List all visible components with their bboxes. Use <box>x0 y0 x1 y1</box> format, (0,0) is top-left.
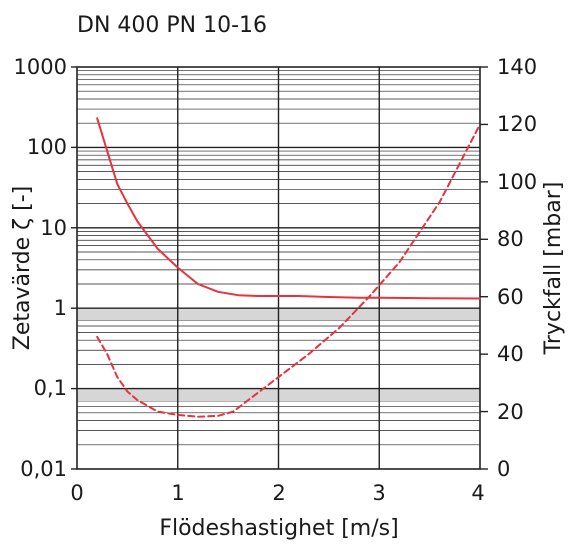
x-tick-label: 2 <box>272 481 285 505</box>
pressure-drop-curve <box>96 123 481 418</box>
y-left-tick-label: 1 <box>54 296 67 320</box>
y-right-tick-label: 0 <box>497 457 510 481</box>
x-tick-label: 1 <box>171 481 184 505</box>
y-left-tick-label: 100 <box>27 135 67 159</box>
x-tick-label: 4 <box>471 481 484 505</box>
y-left-tick-label: 10 <box>40 216 67 240</box>
y-right-tick-label: 100 <box>497 170 537 194</box>
y-left-tick-label: 0,1 <box>34 376 67 400</box>
y-right-tick-label: 120 <box>497 112 537 136</box>
y-right-tick-label: 60 <box>497 285 524 309</box>
y-left-tick-label: 1000 <box>14 55 67 79</box>
x-tick-label: 3 <box>372 481 385 505</box>
y-left-tick-label: 0,01 <box>20 457 67 481</box>
x-axis-label: Flödeshastighet [m/s] <box>159 516 398 541</box>
y-right-tick-label: 40 <box>497 342 524 366</box>
y-left-axis-label: Zetavärde ζ [-] <box>10 186 35 350</box>
y-right-tick-label: 80 <box>497 227 524 251</box>
x-tick-label: 0 <box>70 481 83 505</box>
series-layer <box>96 117 481 418</box>
chart-title: DN 400 PN 10-16 <box>77 13 267 38</box>
y-right-tick-label: 20 <box>497 400 524 424</box>
y-right-tick-label: 140 <box>497 55 537 79</box>
major-grid <box>71 66 488 470</box>
zeta-curve <box>96 117 481 300</box>
plot-frame <box>76 66 481 470</box>
y-right-axis-label: Tryckfall [mbar] <box>541 182 566 356</box>
